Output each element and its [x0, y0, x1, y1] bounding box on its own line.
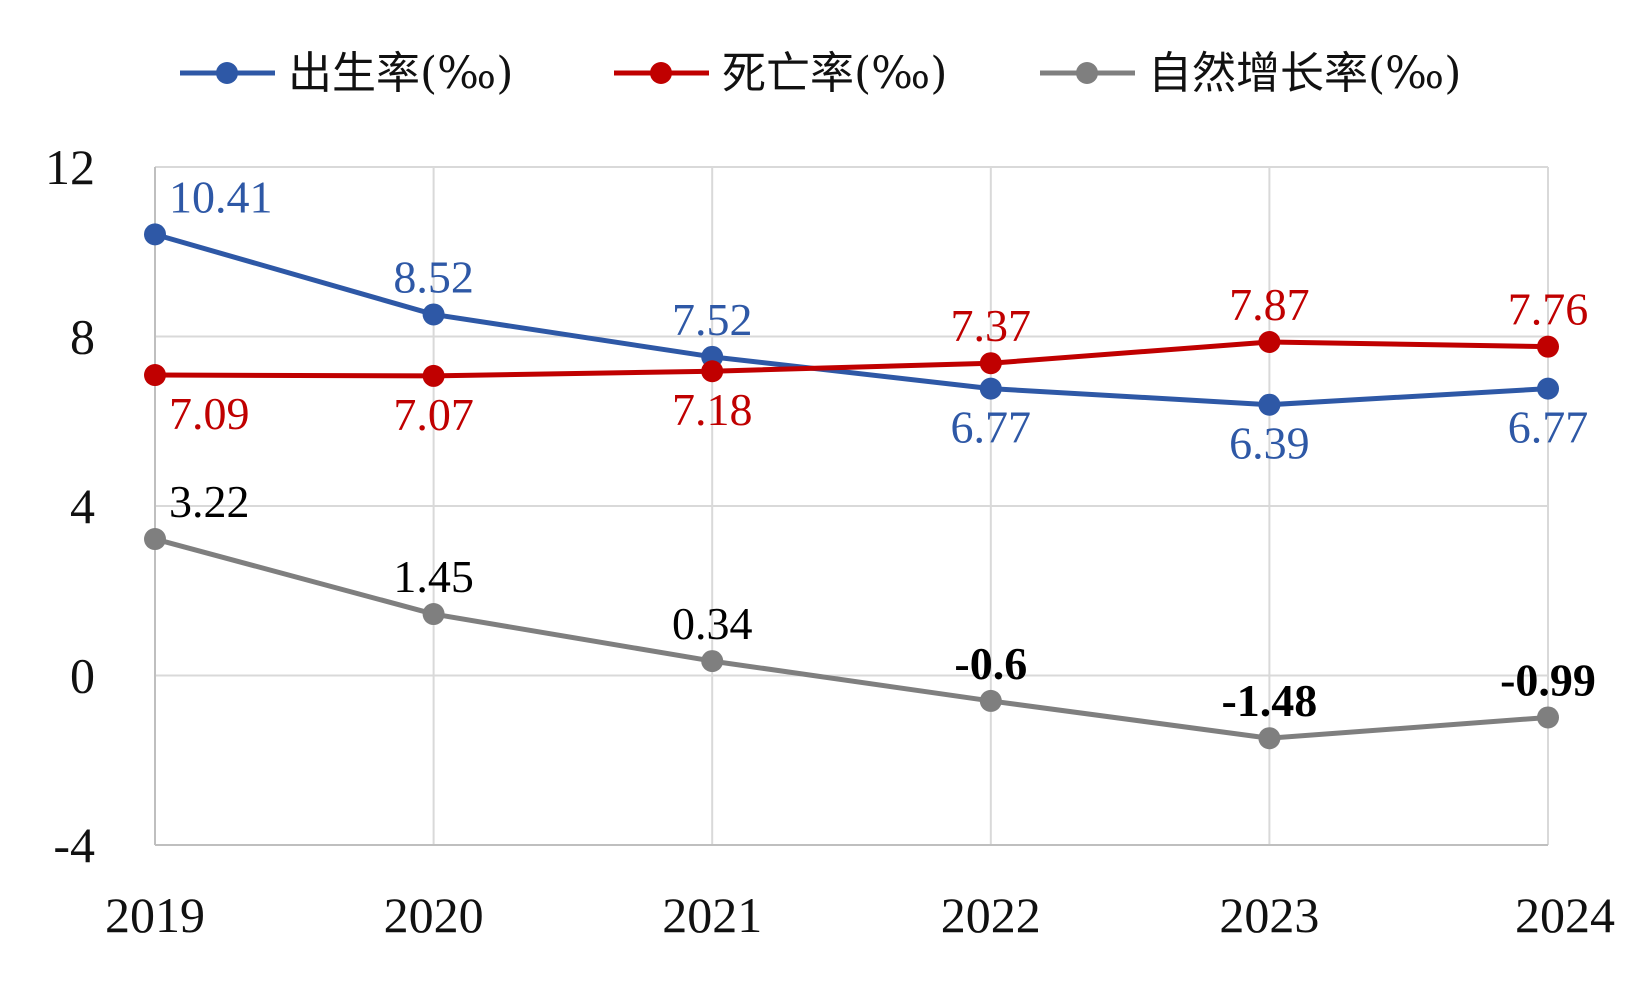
data-label: 0.34 [672, 598, 753, 649]
legend-marker [216, 62, 238, 84]
data-point [979, 377, 1002, 400]
data-label: -0.6 [954, 638, 1027, 689]
data-label: 7.18 [672, 384, 753, 435]
data-point [1258, 393, 1281, 416]
x-tick-label: 2021 [662, 887, 762, 943]
data-label: 6.77 [951, 402, 1032, 453]
data-point [1537, 706, 1559, 729]
data-point [422, 603, 445, 626]
data-point [701, 360, 724, 383]
series-line [152, 339, 1551, 379]
y-axis: 12 8 4 0 -4 [45, 139, 156, 873]
data-label: 10.41 [169, 171, 273, 222]
data-point [422, 303, 445, 326]
legend-marker [1076, 62, 1098, 84]
series-line [152, 231, 1551, 408]
legend-label: 死亡率(‰) [722, 48, 947, 99]
legend-marker [650, 62, 672, 84]
x-tick-label: 2020 [384, 887, 484, 943]
data-point [979, 689, 1002, 712]
data-label: -0.99 [1500, 654, 1596, 705]
data-labels: 10.41 8.52 7.52 6.77 6.39 6.77 7.09 7.07 7.18 7.3… [169, 171, 1596, 726]
data-point [979, 352, 1002, 375]
data-label: 1.45 [393, 551, 474, 602]
data-label: 7.87 [1229, 279, 1310, 330]
x-tick-label: 2023 [1219, 887, 1319, 943]
series-line [152, 536, 1551, 741]
data-point [1537, 377, 1559, 400]
x-tick-label: 2019 [105, 887, 205, 943]
x-axis: 2019 2020 2021 2022 2023 2024 [105, 844, 1615, 943]
data-point [1258, 727, 1281, 750]
data-label: -1.48 [1221, 675, 1317, 726]
data-label: 6.77 [1508, 402, 1589, 453]
x-tick-label: 2022 [941, 887, 1041, 943]
x-tick-label: 2024 [1515, 887, 1615, 943]
y-tick-label: 0 [70, 648, 95, 704]
y-tick-label: 8 [70, 309, 95, 365]
data-label: 7.37 [951, 300, 1032, 351]
y-tick-label: -4 [53, 817, 95, 873]
data-label: 7.52 [672, 294, 753, 345]
data-label: 7.09 [169, 388, 250, 439]
y-tick-label: 4 [70, 478, 95, 534]
y-tick-label: 12 [45, 139, 95, 195]
legend: 出生率(‰) 死亡率(‰) 自然增长率(‰) [180, 48, 1461, 99]
data-point [144, 528, 166, 551]
data-point [422, 364, 445, 387]
series-layer [144, 223, 1559, 750]
data-point [1537, 335, 1559, 358]
data-label: 3.22 [169, 476, 250, 527]
data-point [144, 223, 166, 246]
data-point [701, 650, 724, 673]
legend-label: 出生率(‰) [288, 48, 513, 99]
legend-label: 自然增长率(‰) [1148, 48, 1461, 99]
data-point [1258, 331, 1281, 354]
data-label: 7.07 [393, 389, 474, 440]
gridlines [155, 166, 1549, 845]
data-point [144, 364, 166, 387]
data-label: 6.39 [1229, 418, 1310, 469]
data-label: 7.76 [1508, 284, 1589, 335]
data-label: 8.52 [393, 251, 474, 302]
